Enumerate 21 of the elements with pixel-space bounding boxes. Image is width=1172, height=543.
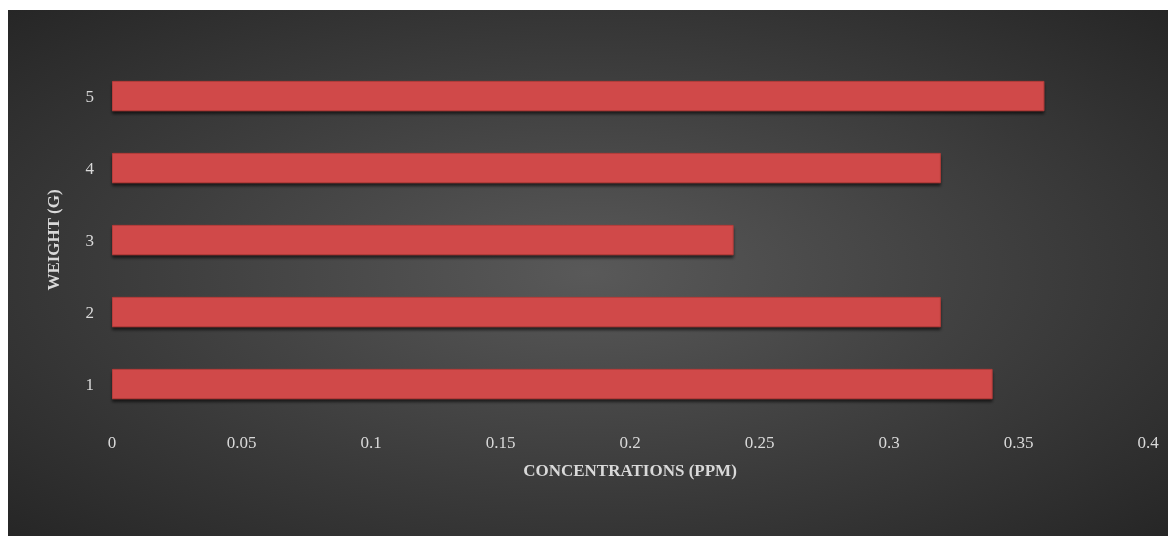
- x-tick-label: 0.1: [360, 433, 382, 452]
- bar: [112, 152, 941, 184]
- x-tick-label: 0.35: [1003, 433, 1034, 452]
- y-tick-label: 3: [85, 230, 94, 250]
- y-tick-label: 4: [85, 158, 95, 178]
- y-tick-label: 1: [85, 374, 94, 394]
- x-tick-label: 0.3: [878, 433, 900, 452]
- y-tick-label: 5: [85, 86, 94, 106]
- x-tick-label: 0.05: [226, 433, 257, 452]
- bar: [112, 80, 1045, 112]
- x-tick-label: 0.2: [619, 433, 641, 452]
- bar: [112, 296, 941, 328]
- bar: [112, 224, 734, 256]
- x-tick-label: 0.15: [485, 433, 516, 452]
- x-tick-label: 0: [107, 433, 117, 452]
- y-tick-label: 2: [85, 302, 94, 322]
- x-tick-label: 0.25: [744, 433, 775, 452]
- bar: [112, 368, 993, 400]
- y-axis-title: WEIGHT (G): [44, 189, 63, 291]
- x-tick-label: 0.4: [1137, 433, 1160, 452]
- x-axis-title: CONCENTRATIONS (PPM): [523, 461, 737, 480]
